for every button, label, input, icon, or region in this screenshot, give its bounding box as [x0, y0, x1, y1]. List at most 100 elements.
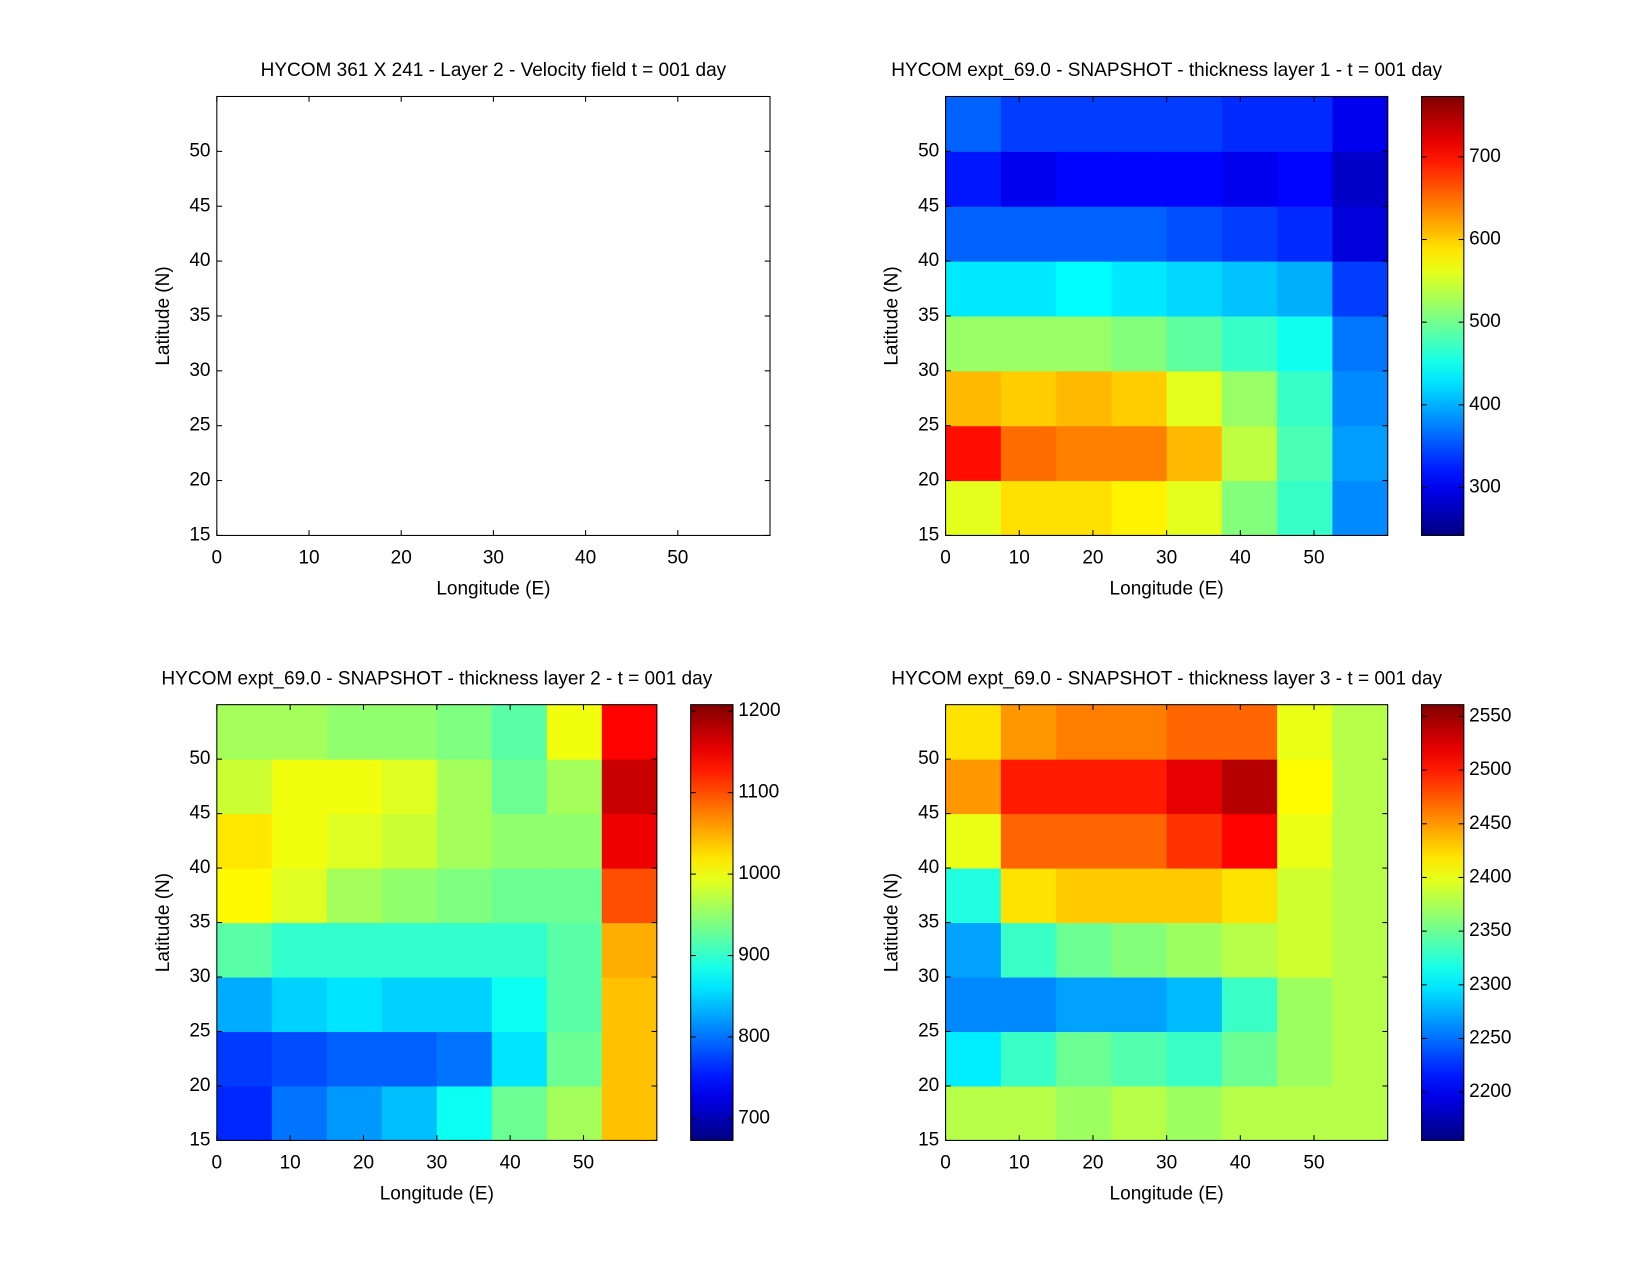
field-cell	[1277, 1031, 1333, 1087]
x-tick-label: 30	[1156, 1153, 1177, 1174]
field-cell	[1056, 425, 1112, 482]
field-cell	[1277, 315, 1333, 372]
field-cell	[945, 370, 1002, 427]
field-cell	[271, 922, 328, 978]
field-cell	[601, 759, 658, 815]
field-cell	[1056, 704, 1112, 760]
x-tick-label: 0	[212, 1153, 223, 1174]
x-tick-label: 0	[940, 1153, 951, 1174]
y-axis-label: Latitude (N)	[882, 266, 903, 365]
field-cell	[546, 1031, 603, 1087]
field-cell	[326, 759, 383, 815]
y-tick-label: 30	[189, 360, 210, 381]
field-cell	[945, 922, 1002, 978]
colorbar-tick-label: 600	[1469, 229, 1501, 250]
x-tick-label: 20	[391, 548, 412, 569]
y-tick-label: 15	[918, 524, 939, 545]
y-tick-label: 25	[189, 415, 210, 436]
field-cell	[546, 813, 603, 869]
field-cell	[1056, 868, 1112, 924]
y-tick-label: 40	[189, 857, 210, 878]
field-cell	[1166, 759, 1223, 815]
field-cell	[546, 868, 603, 924]
y-tick-label: 20	[918, 470, 939, 491]
field-cell	[1166, 315, 1223, 372]
field-cell	[1277, 261, 1333, 317]
field-cell	[1111, 261, 1168, 317]
field-cell	[1000, 813, 1057, 869]
field-cell	[1111, 480, 1168, 536]
field-cell	[1056, 922, 1112, 978]
y-tick-label: 15	[189, 1129, 210, 1150]
field-cell	[1111, 151, 1168, 207]
field-cell	[1111, 868, 1168, 924]
field-cell	[326, 813, 383, 869]
field-cell	[381, 1031, 438, 1087]
colorbar-tick-label: 2350	[1469, 920, 1511, 941]
colorbar-tick-label: 2250	[1469, 1027, 1511, 1048]
field-cell	[1056, 480, 1112, 536]
field-cell	[1000, 370, 1057, 427]
field-cell	[1221, 977, 1278, 1033]
field-cell	[1166, 704, 1223, 760]
field-cell	[1221, 315, 1278, 372]
field-cell	[326, 1031, 383, 1087]
field-cell	[216, 1085, 273, 1141]
field-cell	[1166, 206, 1223, 262]
field-cell	[601, 1031, 658, 1087]
chart-title: HYCOM expt_69.0 - SNAPSHOT - thickness l…	[891, 668, 1442, 689]
field-cell	[1056, 370, 1112, 427]
field-cell	[436, 759, 493, 815]
field-cell	[945, 704, 1002, 760]
field-cell	[381, 1085, 438, 1141]
field-cell	[601, 1085, 658, 1141]
field-cell	[436, 1085, 493, 1141]
field-cell	[601, 868, 658, 924]
x-tick-label: 50	[1303, 1153, 1324, 1174]
field-cell	[1277, 206, 1333, 262]
y-tick-label: 45	[918, 195, 939, 216]
field-cell	[601, 813, 658, 869]
field-cell	[945, 868, 1002, 924]
field-cell	[381, 922, 438, 978]
y-tick-label: 40	[918, 857, 939, 878]
colorbar	[690, 704, 734, 1141]
y-tick-label: 25	[189, 1021, 210, 1042]
panel: 0 10 20 30 40 50 15 20 25 30 35 40 45 50 HYCOM 361 X 2…	[153, 60, 771, 599]
field-cell	[1277, 868, 1333, 924]
y-axis-label: Latitude (N)	[153, 873, 174, 972]
colorbar-tick-label: 1200	[738, 700, 780, 721]
field-cell	[1332, 922, 1389, 978]
y-axis-label: Latitude (N)	[882, 873, 903, 972]
y-tick-label: 30	[918, 360, 939, 381]
colorbar-tick-label: 2400	[1469, 866, 1511, 887]
field-cell	[491, 1031, 548, 1087]
field-cell	[1277, 151, 1333, 207]
field-cell	[1277, 922, 1333, 978]
field-cell	[491, 704, 548, 760]
field-cell	[1221, 704, 1278, 760]
field-cell	[1000, 151, 1057, 207]
field-cell	[1221, 759, 1278, 815]
field-cell	[216, 977, 273, 1033]
field-cell	[1277, 96, 1333, 152]
field-cell	[1221, 480, 1278, 536]
x-tick-label: 40	[500, 1153, 521, 1174]
field-cell	[1000, 704, 1057, 760]
colorbar-tick-label: 1000	[738, 863, 780, 884]
x-tick-label: 30	[483, 548, 504, 569]
x-tick-label: 0	[940, 548, 951, 569]
field-cell	[491, 977, 548, 1033]
field-cell	[945, 813, 1002, 869]
x-tick-label: 20	[1082, 1153, 1103, 1174]
field-cell	[945, 261, 1002, 317]
field-cell	[271, 759, 328, 815]
y-tick-label: 30	[918, 966, 939, 987]
field-cell	[1000, 759, 1057, 815]
field-cell	[1277, 370, 1333, 427]
field-cell	[945, 96, 1002, 152]
y-tick-label: 35	[918, 305, 939, 326]
y-tick-label: 50	[189, 748, 210, 769]
field-cell	[1166, 1031, 1223, 1087]
